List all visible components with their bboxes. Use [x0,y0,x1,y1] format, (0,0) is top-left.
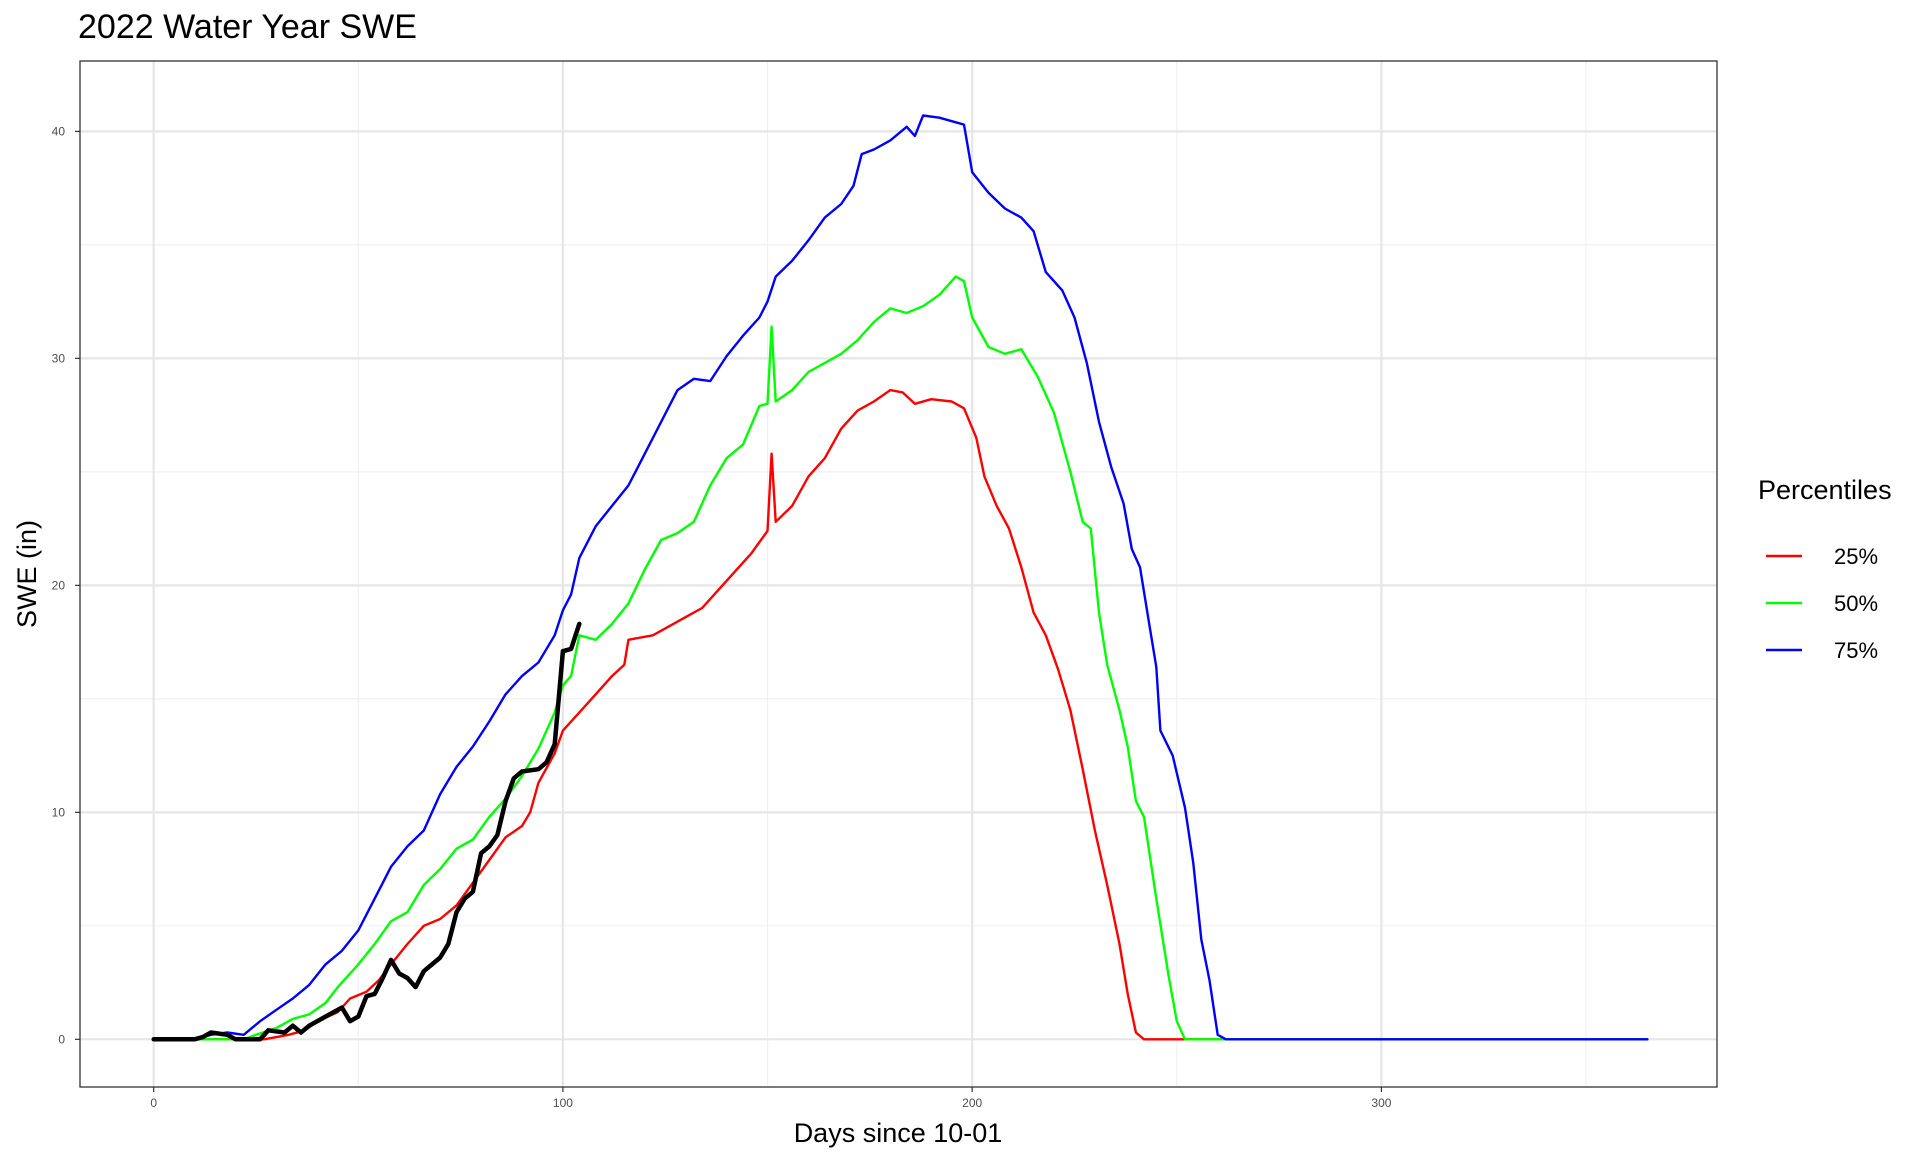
legend: Percentiles 25% 50% 75% [1758,475,1892,663]
x-axis-title: Days since 10-01 [794,1118,1003,1148]
series-line-75pct [152,114,1649,1041]
series-line-current-year [151,621,582,1042]
axis-layer: 0 100 200 300 0 10 20 30 40 [52,124,1392,1110]
series-line-25pct [152,388,1649,1041]
plot-background [80,61,1717,1087]
y-axis-title: SWE (in) [12,520,42,628]
legend-label-25pct: 25% [1834,544,1878,569]
legend-label-50pct: 50% [1834,591,1878,616]
x-tick-label: 300 [1371,1096,1391,1110]
y-tick-label: 10 [52,805,66,819]
chart-title: 2022 Water Year SWE [78,8,417,46]
y-tick-label: 30 [52,351,66,365]
y-tick-label: 20 [52,578,66,592]
y-tick-label: 40 [52,124,66,138]
series-line-50pct [152,275,1649,1041]
x-tick-label: 100 [553,1096,573,1110]
x-tick-label: 0 [150,1096,157,1110]
plot-border [79,60,1718,1088]
x-tick-label: 200 [962,1096,982,1110]
grid-layer [80,61,1717,1087]
legend-label-75pct: 75% [1834,638,1878,663]
y-tick-label: 0 [58,1032,65,1046]
series-layer [151,114,1649,1042]
legend-title: Percentiles [1758,475,1892,505]
